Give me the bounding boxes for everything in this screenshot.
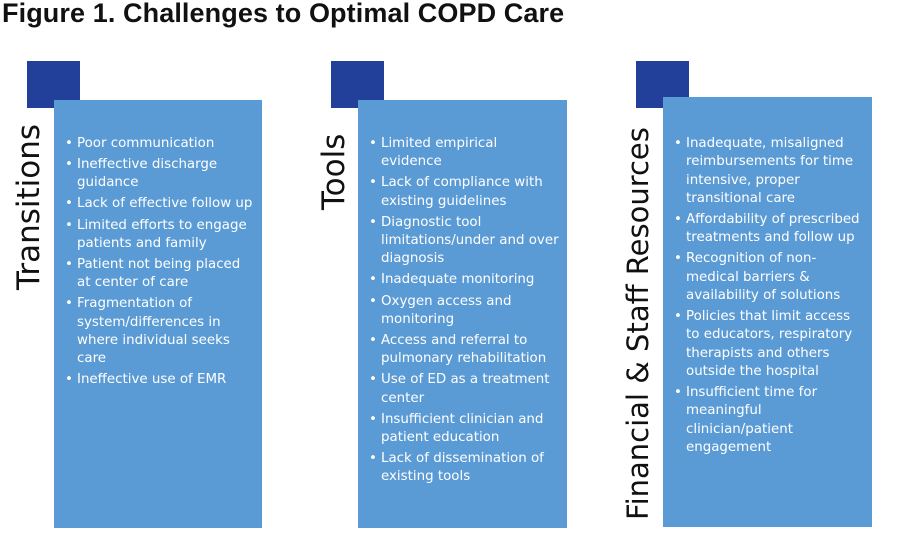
list-item: Inadequate, misaligned reimbursements fo… (674, 135, 866, 208)
figure-title: Figure 1. Challenges to Optimal COPD Car… (2, 0, 565, 28)
list-item: Diagnostic tool limitations/under and ov… (369, 214, 559, 269)
challenge-list: Limited empirical evidence Lack of compl… (358, 100, 567, 487)
list-item: Inadequate monitoring (369, 271, 559, 290)
challenge-panel: Inadequate, misaligned reimbursements fo… (663, 97, 872, 527)
column-heading: Financial & Staff Resources (621, 127, 655, 520)
column-heading: Tools (316, 133, 352, 210)
list-item: Poor communication (65, 135, 254, 154)
list-item: Limited empirical evidence (369, 135, 559, 172)
list-item: Recognition of non-medical barriers & av… (674, 250, 866, 305)
column-heading: Transitions (11, 123, 47, 290)
list-item: Affordability of prescribed treatments a… (674, 211, 866, 248)
list-item: Lack of effective follow up (65, 195, 254, 214)
list-item: Limited efforts to engage patients and f… (65, 217, 254, 254)
list-item: Ineffective discharge guidance (65, 156, 254, 193)
list-item: Oxygen access and monitoring (369, 293, 559, 330)
list-item: Fragmentation of system/differences in w… (65, 295, 254, 368)
list-item: Policies that limit access to educators,… (674, 308, 866, 381)
list-item: Lack of compliance with existing guideli… (369, 174, 559, 211)
list-item: Patient not being placed at center of ca… (65, 256, 254, 293)
list-item: Insufficient clinician and patient educa… (369, 411, 559, 448)
challenge-panel: Limited empirical evidence Lack of compl… (358, 100, 567, 528)
list-item: Use of ED as a treatment center (369, 371, 559, 408)
challenge-panel: Poor communication Ineffective discharge… (54, 100, 262, 528)
list-item: Insufficient time for meaningful clinici… (674, 384, 866, 457)
challenge-list: Inadequate, misaligned reimbursements fo… (663, 97, 872, 457)
list-item: Lack of dissemination of existing tools (369, 450, 559, 487)
list-item: Ineffective use of EMR (65, 371, 254, 390)
list-item: Access and referral to pulmonary rehabil… (369, 332, 559, 369)
challenge-list: Poor communication Ineffective discharge… (54, 100, 262, 390)
